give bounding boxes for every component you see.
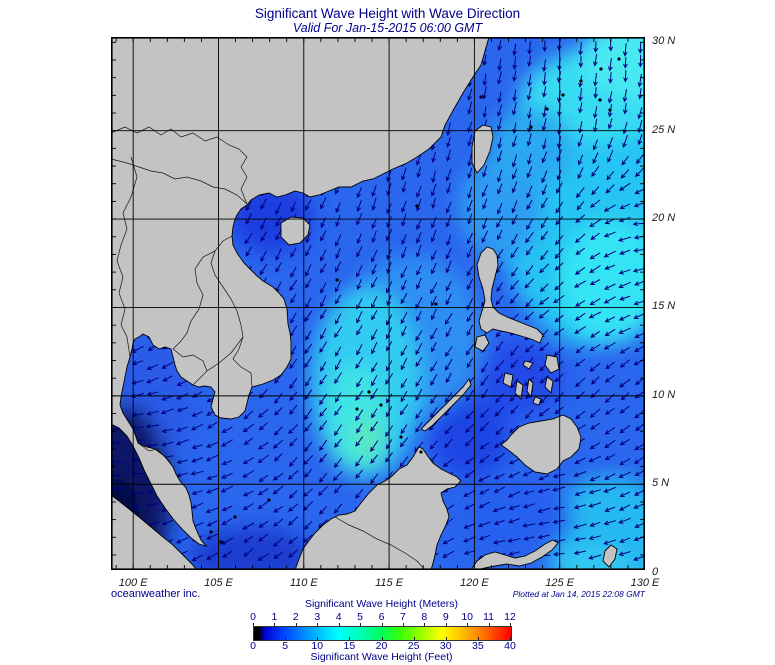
feet-tick-mark xyxy=(253,637,254,640)
feet-tick-mark xyxy=(413,637,415,640)
meters-tick-mark xyxy=(445,623,447,626)
meters-tick-mark xyxy=(317,623,319,626)
map-frame xyxy=(111,37,646,571)
feet-tick-mark xyxy=(477,637,479,640)
feet-tick-mark xyxy=(285,637,287,640)
lat-label: 25 N xyxy=(652,123,676,136)
lat-label: 15 N xyxy=(652,300,676,313)
meters-tick-mark xyxy=(381,623,383,626)
meters-tick-label: 4 xyxy=(335,611,342,623)
meters-tick-mark xyxy=(253,623,254,626)
feet-tick-mark xyxy=(381,637,383,640)
meters-tick-label: 10 xyxy=(461,611,473,623)
feet-tick-mark xyxy=(349,637,351,640)
meters-tick-mark xyxy=(467,623,469,626)
meters-tick-mark xyxy=(402,623,404,626)
axis-tick-marks xyxy=(112,38,644,569)
graticule-grid xyxy=(111,37,645,570)
meters-tick-mark xyxy=(488,623,490,626)
lon-label: 110 E xyxy=(289,577,318,589)
small-islands xyxy=(209,57,621,544)
lon-label: 115 E xyxy=(375,577,404,589)
meters-tick-label: 9 xyxy=(442,611,449,623)
meters-tick-label: 12 xyxy=(504,611,516,623)
lat-label: 5 N xyxy=(652,477,670,490)
feet-tick-label: 5 xyxy=(282,640,289,652)
lat-label: 10 N xyxy=(652,388,676,401)
meters-tick-label: 2 xyxy=(292,611,299,623)
lon-label: 125 E xyxy=(545,577,575,589)
meters-tick-label: 11 xyxy=(483,611,495,623)
map-canvas xyxy=(111,37,646,571)
wave-height-colorbar xyxy=(253,626,512,641)
feet-tick-mark xyxy=(510,637,511,640)
lon-label: 130 E xyxy=(630,577,660,589)
feet-tick-label: 40 xyxy=(504,640,516,652)
land-masses xyxy=(111,37,618,570)
meters-tick-label: 0 xyxy=(250,611,256,623)
lat-label: 0 xyxy=(652,565,659,578)
lon-label: 100 E xyxy=(118,577,148,589)
legend-title-feet: Significant Wave Height (Feet) xyxy=(310,651,453,663)
meters-tick-mark xyxy=(510,623,511,626)
feet-tick-label: 20 xyxy=(375,640,388,652)
lon-label: 105 E xyxy=(204,577,233,589)
meters-tick-mark xyxy=(274,623,276,626)
lat-label: 30 N xyxy=(652,35,676,48)
valid-time-subtitle: Valid For Jan-15-2015 06:00 GMT xyxy=(292,21,483,35)
feet-tick-mark xyxy=(317,637,319,640)
meters-tick-mark xyxy=(360,623,362,626)
meters-tick-label: 7 xyxy=(399,611,406,623)
feet-tick-label: 10 xyxy=(311,640,324,652)
meters-tick-label: 8 xyxy=(421,611,428,623)
wave-map-svg xyxy=(111,37,646,571)
oceanweather-credit: oceanweather inc. xyxy=(111,588,201,600)
country-borders xyxy=(111,126,426,570)
feet-tick-label: 15 xyxy=(343,640,356,652)
feet-tick-label: 30 xyxy=(439,640,452,652)
meters-tick-label: 5 xyxy=(357,611,363,623)
lat-label: 20 N xyxy=(652,212,676,225)
feet-tick-label: 0 xyxy=(250,640,256,652)
lon-label: 120 E xyxy=(460,577,489,589)
page-title: Significant Wave Height with Wave Direct… xyxy=(254,6,521,21)
meters-tick-label: 3 xyxy=(314,611,321,623)
meters-tick-mark xyxy=(295,623,297,626)
plotted-timestamp: Plotted at Jan 14, 2015 22:08 GMT xyxy=(512,589,645,599)
meters-tick-mark xyxy=(338,623,340,626)
meters-tick-mark xyxy=(424,623,426,626)
legend-title-meters: Significant Wave Height (Meters) xyxy=(304,598,459,610)
meters-tick-label: 1 xyxy=(271,611,278,623)
meters-tick-label: 6 xyxy=(378,611,385,623)
feet-tick-label: 35 xyxy=(472,640,484,652)
feet-tick-mark xyxy=(445,637,447,640)
feet-tick-label: 25 xyxy=(407,640,420,652)
